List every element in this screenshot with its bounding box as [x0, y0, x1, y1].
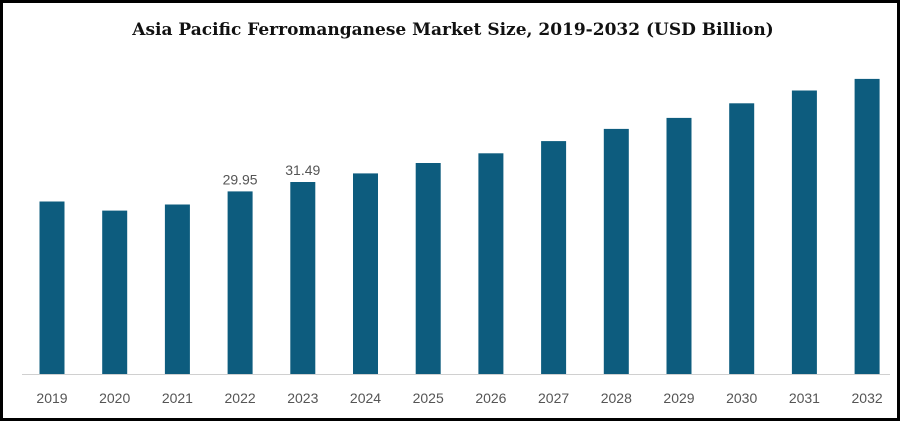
bar-2019 [39, 201, 65, 374]
bar-2030 [729, 103, 755, 375]
data-label-2023: 31.49 [285, 162, 320, 178]
bar-2026 [478, 153, 504, 374]
x-tick-label: 2022 [225, 390, 256, 406]
x-tick-label: 2023 [287, 390, 318, 406]
bar-2029 [666, 117, 692, 375]
bar-2021 [164, 204, 190, 374]
x-tick-label: 2025 [413, 390, 444, 406]
bar-2025 [415, 163, 441, 374]
bar-2032 [854, 78, 880, 375]
data-label-2022: 29.95 [223, 171, 258, 187]
bar-2024 [353, 173, 378, 374]
x-tick-label: 2026 [475, 390, 506, 406]
x-tick-label: 2029 [663, 390, 694, 406]
x-tick-label: 2024 [350, 390, 381, 406]
x-tick-label: 2027 [538, 390, 569, 406]
bar-2028 [603, 128, 629, 374]
x-tick-label: 2030 [726, 390, 757, 406]
x-tick-label: 2028 [601, 390, 632, 406]
bar-2020 [102, 210, 128, 374]
x-tick-label: 2021 [162, 390, 193, 406]
x-tick-label: 2019 [36, 390, 67, 406]
chart-title: Asia Pacific Ferromanganese Market Size,… [132, 20, 774, 40]
x-tick-label: 2031 [789, 390, 820, 406]
x-tick-label: 2020 [99, 390, 130, 406]
bar-2031 [791, 90, 817, 374]
x-tick-label: 2032 [852, 390, 883, 406]
bar-2023 [290, 182, 316, 374]
bar-2027 [541, 141, 567, 374]
bar-2022 [227, 191, 253, 374]
